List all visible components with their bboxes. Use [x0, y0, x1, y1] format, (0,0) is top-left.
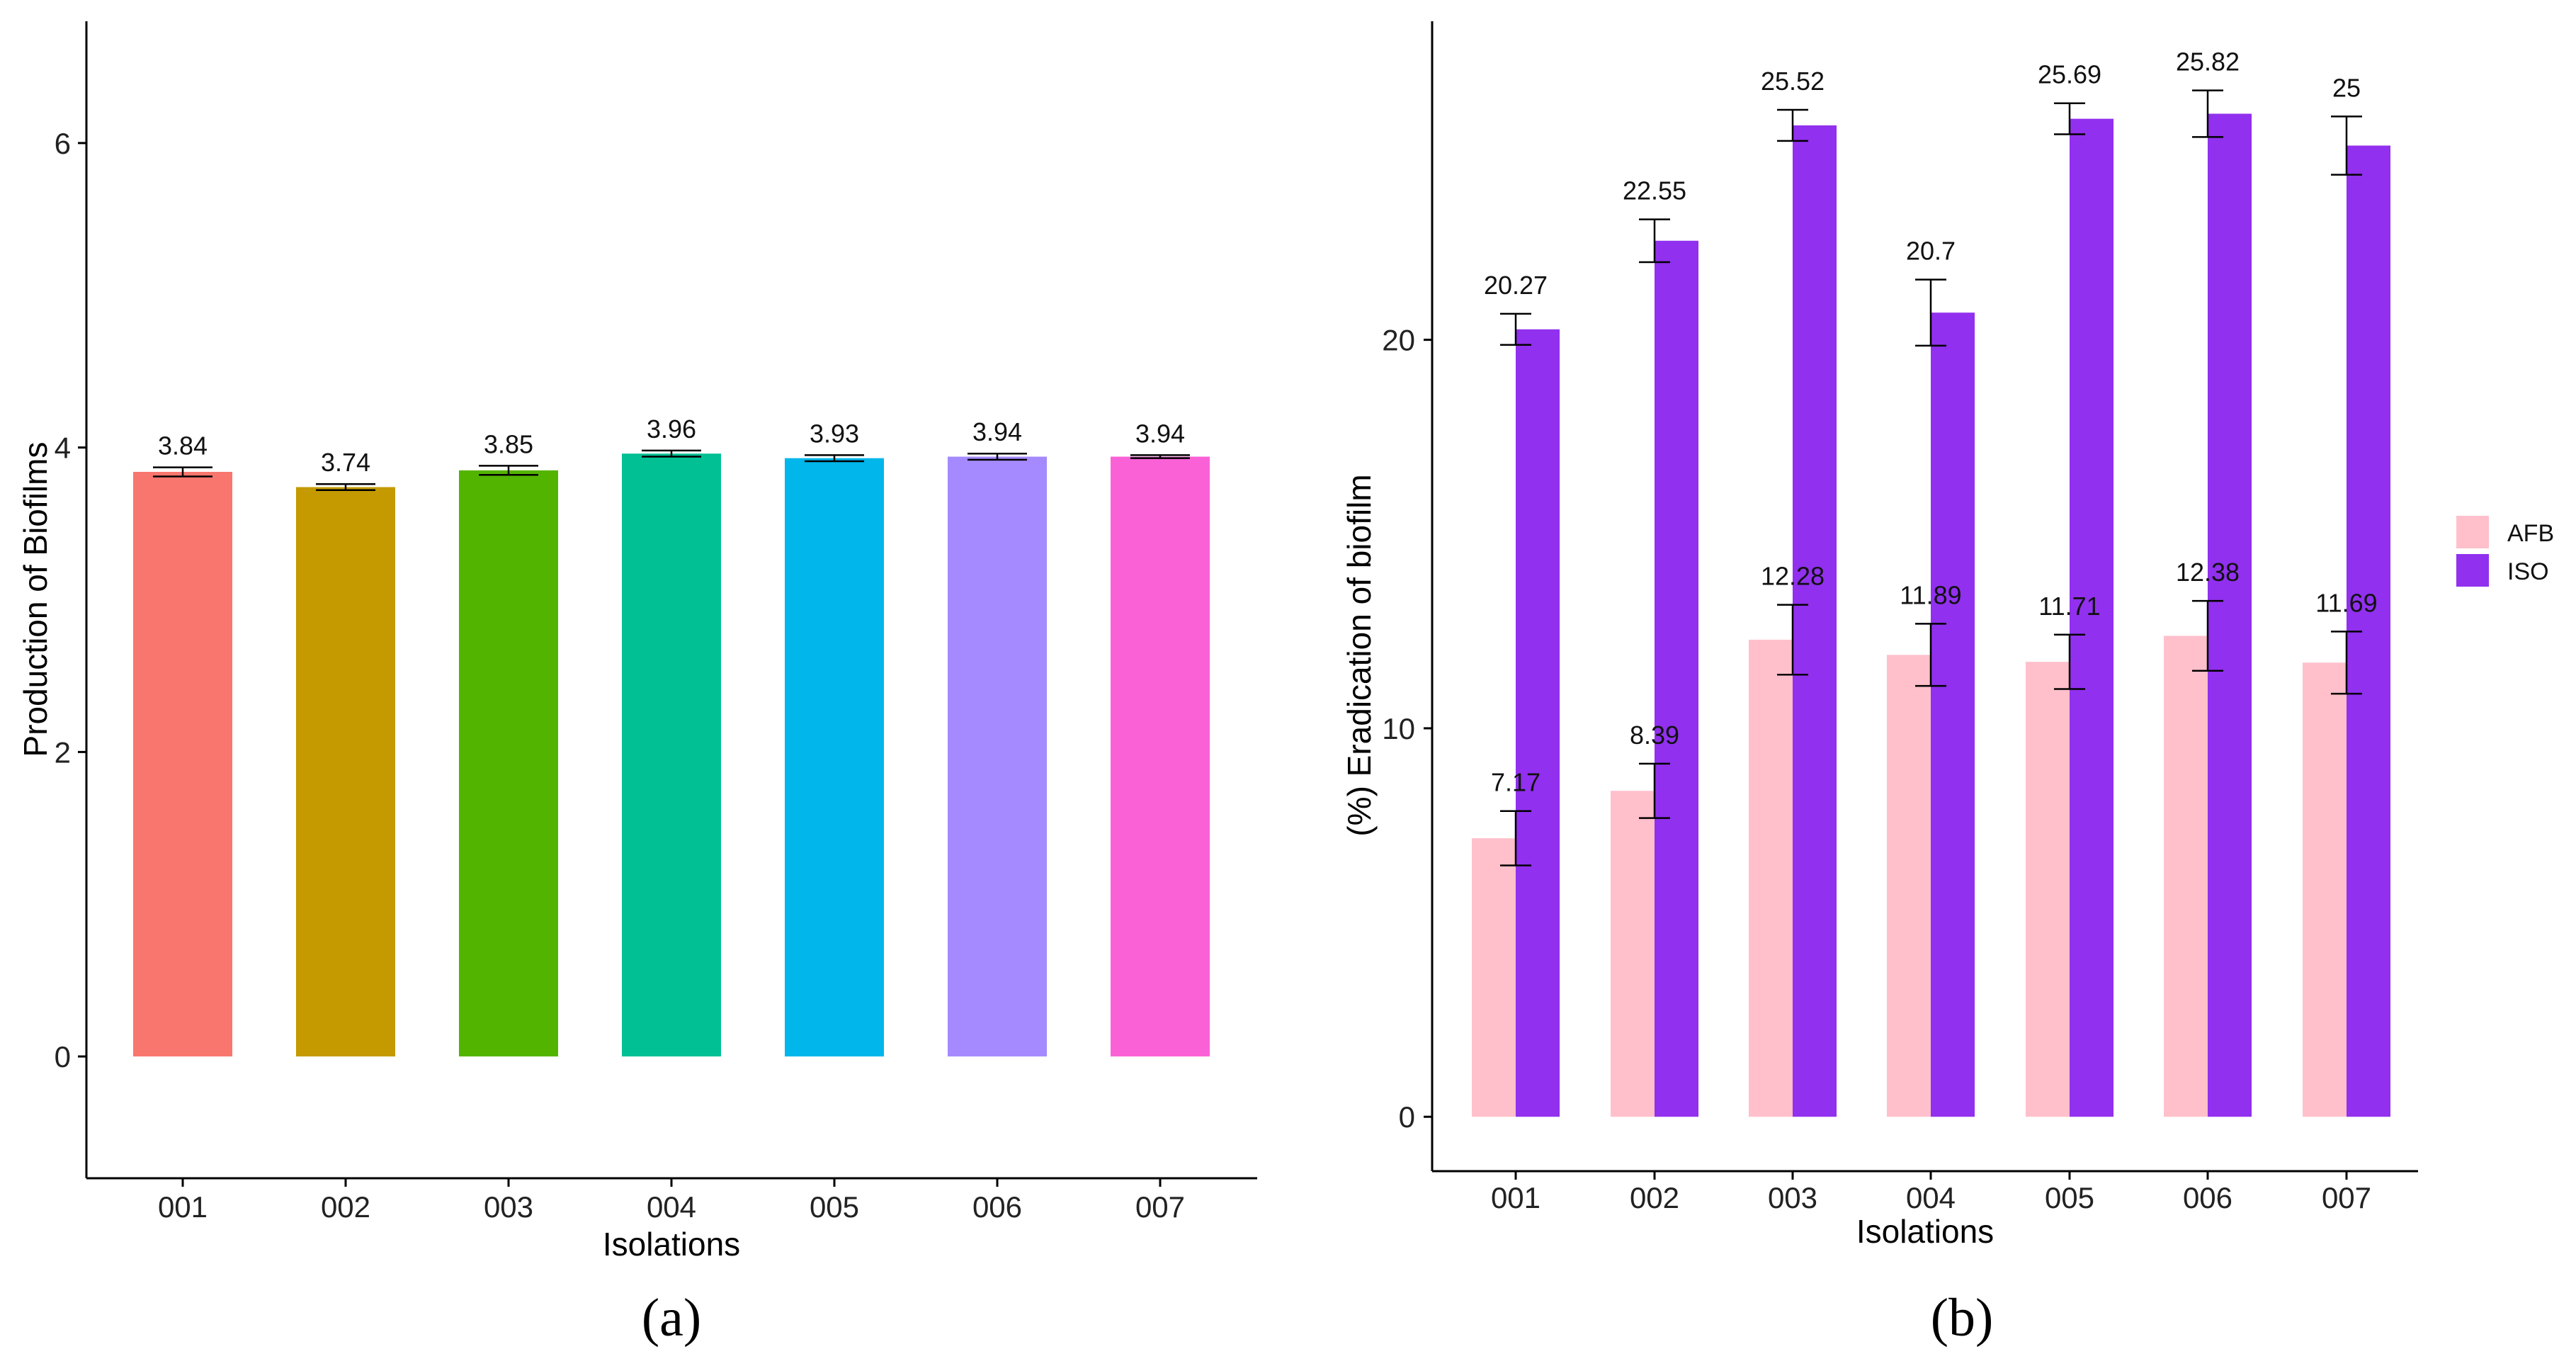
panel-b-data-label-iso-006: 25.82: [2176, 47, 2240, 77]
panel-b-legend: AFB ISO: [2456, 516, 2554, 587]
panel-b-bar-afb-002: [1611, 791, 1655, 1117]
panel-a-y-tick-label: 0: [55, 1040, 71, 1073]
panel-b-errorbar-iso-001: [1500, 312, 1531, 346]
panel-a-data-label-004: 3.96: [647, 414, 696, 444]
panel-b-x-tick-label-005: 005: [2045, 1181, 2094, 1214]
legend-label-afb: AFB: [2507, 520, 2554, 547]
panel-b-data-label-afb-003: 12.28: [1761, 562, 1825, 591]
panel-b-y-axis-title: (%) Eradication of biofilm: [1341, 474, 1378, 836]
panel-a-data-label-005: 3.93: [810, 419, 859, 448]
panel-b-errorbar-iso-005: [2054, 102, 2085, 135]
panel-b-bar-afb-003: [1749, 639, 1793, 1117]
panel-b-x-tick-label-001: 001: [1491, 1181, 1541, 1214]
panel-a-data-label-003: 3.85: [484, 429, 533, 458]
panel-a-errorbar-003: [479, 465, 538, 476]
panel-a-x-tick-label-006: 006: [972, 1190, 1022, 1224]
panel-a-x-axis-title: Isolations: [603, 1226, 740, 1263]
panel-b-data-label-iso-005: 25.69: [2038, 60, 2101, 89]
panel-a-bar-006: [948, 456, 1047, 1057]
panel-b-data-label-afb-002: 8.39: [1630, 721, 1679, 750]
panel-a-y-tick-label: 6: [55, 127, 71, 160]
panel-b-bar-afb-004: [1887, 655, 1931, 1117]
panel-a-x-tick-label-007: 007: [1135, 1190, 1185, 1224]
panel-a-y-axis-title: Production of Biofilms: [17, 442, 54, 757]
panel-a-errorbar-006: [968, 452, 1027, 461]
panel-b-data-label-afb-007: 11.69: [2315, 588, 2377, 617]
legend-label-iso: ISO: [2507, 558, 2549, 585]
panel-b-errorbar-afb-005: [2054, 633, 2085, 690]
panel-a-x-tick-label-005: 005: [810, 1190, 859, 1224]
panel-a-data-label-007: 3.94: [1135, 419, 1185, 448]
panel-b-errorbar-iso-002: [1639, 218, 1670, 264]
panel-b-bar-iso-006: [2208, 113, 2252, 1117]
panel-b-y-tick-label: 20: [1382, 324, 1415, 357]
panel-b-x-tick-label-003: 003: [1768, 1181, 1817, 1214]
panel-b-y-tick-label: 0: [1399, 1100, 1415, 1134]
panel-a-data-label-001: 3.84: [158, 431, 208, 461]
panel-a-bar-004: [622, 453, 721, 1057]
panel-a-errorbar-007: [1130, 454, 1190, 459]
panel-a-x-tick-label-001: 001: [158, 1190, 208, 1224]
panel-b-y-tick-label: 10: [1382, 712, 1415, 745]
panel-a-label: (a): [642, 1288, 701, 1348]
panel-b-errorbar-afb-001: [1500, 810, 1531, 867]
panel-b-data-label-afb-005: 11.71: [2038, 592, 2100, 621]
panel-b-bar-iso-002: [1655, 240, 1698, 1117]
panel-b-x-axis-title: Isolations: [1856, 1213, 1994, 1250]
panel-b-errorbar-iso-004: [1915, 278, 1946, 347]
panel-b-label: (b): [1931, 1288, 1994, 1348]
panel-b-data-label-iso-004: 20.7: [1906, 237, 1956, 266]
panel-a-y-tick-label: 2: [55, 735, 71, 769]
panel-b-bar-afb-005: [2026, 662, 2070, 1117]
panel-b-errorbar-afb-006: [2192, 599, 2223, 672]
panel-b-bar-afb-007: [2303, 662, 2347, 1117]
panel-b-errorbar-iso-003: [1777, 108, 1808, 142]
panel-b-data-label-iso-001: 20.27: [1484, 271, 1548, 300]
panel-b-data-label-afb-001: 7.17: [1491, 768, 1541, 797]
panel-a-x-tick-label-002: 002: [321, 1190, 370, 1224]
panel-b-bar-iso-003: [1793, 125, 1837, 1117]
panel-a-y-tick-label: 4: [55, 431, 71, 465]
panel-a-errorbar-005: [805, 454, 864, 463]
panel-a-x-tick-label-003: 003: [484, 1190, 533, 1224]
panel-b-errorbar-afb-004: [1915, 623, 1946, 687]
panel-a-bar-007: [1111, 456, 1210, 1057]
panel-b-errorbar-iso-007: [2331, 115, 2362, 176]
panel-b-errorbar-afb-003: [1777, 604, 1808, 676]
panel-a-bar-001: [133, 472, 232, 1057]
panel-a-bar-002: [296, 487, 395, 1057]
panel-b-x-tick-label-004: 004: [1906, 1181, 1956, 1214]
panel-b-bar-iso-001: [1516, 329, 1560, 1117]
panel-a-errorbar-004: [642, 449, 701, 458]
panel-a-chart: 3.84 3.74 3.85 3.96 3.93 3.94 3.94 0 2 4 6 001 002…: [17, 21, 1257, 1348]
panel-a-bar-003: [459, 470, 558, 1057]
panel-b-errorbar-iso-006: [2192, 89, 2223, 138]
panel-a-data-label-006: 3.94: [972, 417, 1022, 446]
panel-b-errorbar-afb-002: [1639, 762, 1670, 819]
panel-b-x-tick-label-002: 002: [1630, 1181, 1679, 1214]
panel-b-data-label-iso-007: 25: [2332, 73, 2361, 102]
legend-swatch-afb: [2456, 516, 2489, 548]
panel-a-bar-005: [785, 458, 884, 1057]
panel-a-errorbar-002: [316, 482, 375, 492]
panel-b-bar-afb-001: [1472, 838, 1516, 1117]
legend-swatch-iso: [2456, 554, 2489, 587]
panel-b-data-label-afb-006: 12.38: [2176, 558, 2240, 587]
panel-b-bar-iso-004: [1931, 312, 1975, 1117]
panel-b-chart: 7.17 20.27 8.39 22.55 12.28 25.52 11.89 20.7 11.…: [1341, 21, 2554, 1348]
panel-b-bar-afb-006: [2164, 636, 2208, 1117]
panel-b-data-label-afb-004: 11.89: [1900, 580, 1961, 609]
panel-b-bar-iso-005: [2070, 118, 2113, 1117]
panel-a-errorbar-001: [153, 466, 212, 478]
panel-b-x-tick-label-006: 006: [2183, 1181, 2232, 1214]
panel-b-x-tick-label-007: 007: [2322, 1181, 2371, 1214]
panel-b-data-label-iso-003: 25.52: [1761, 67, 1825, 96]
panel-a-data-label-002: 3.74: [321, 448, 370, 477]
panel-b-data-label-iso-002: 22.55: [1623, 176, 1686, 205]
panel-b-errorbar-afb-007: [2331, 631, 2362, 695]
panel-a-x-tick-label-004: 004: [647, 1190, 696, 1224]
